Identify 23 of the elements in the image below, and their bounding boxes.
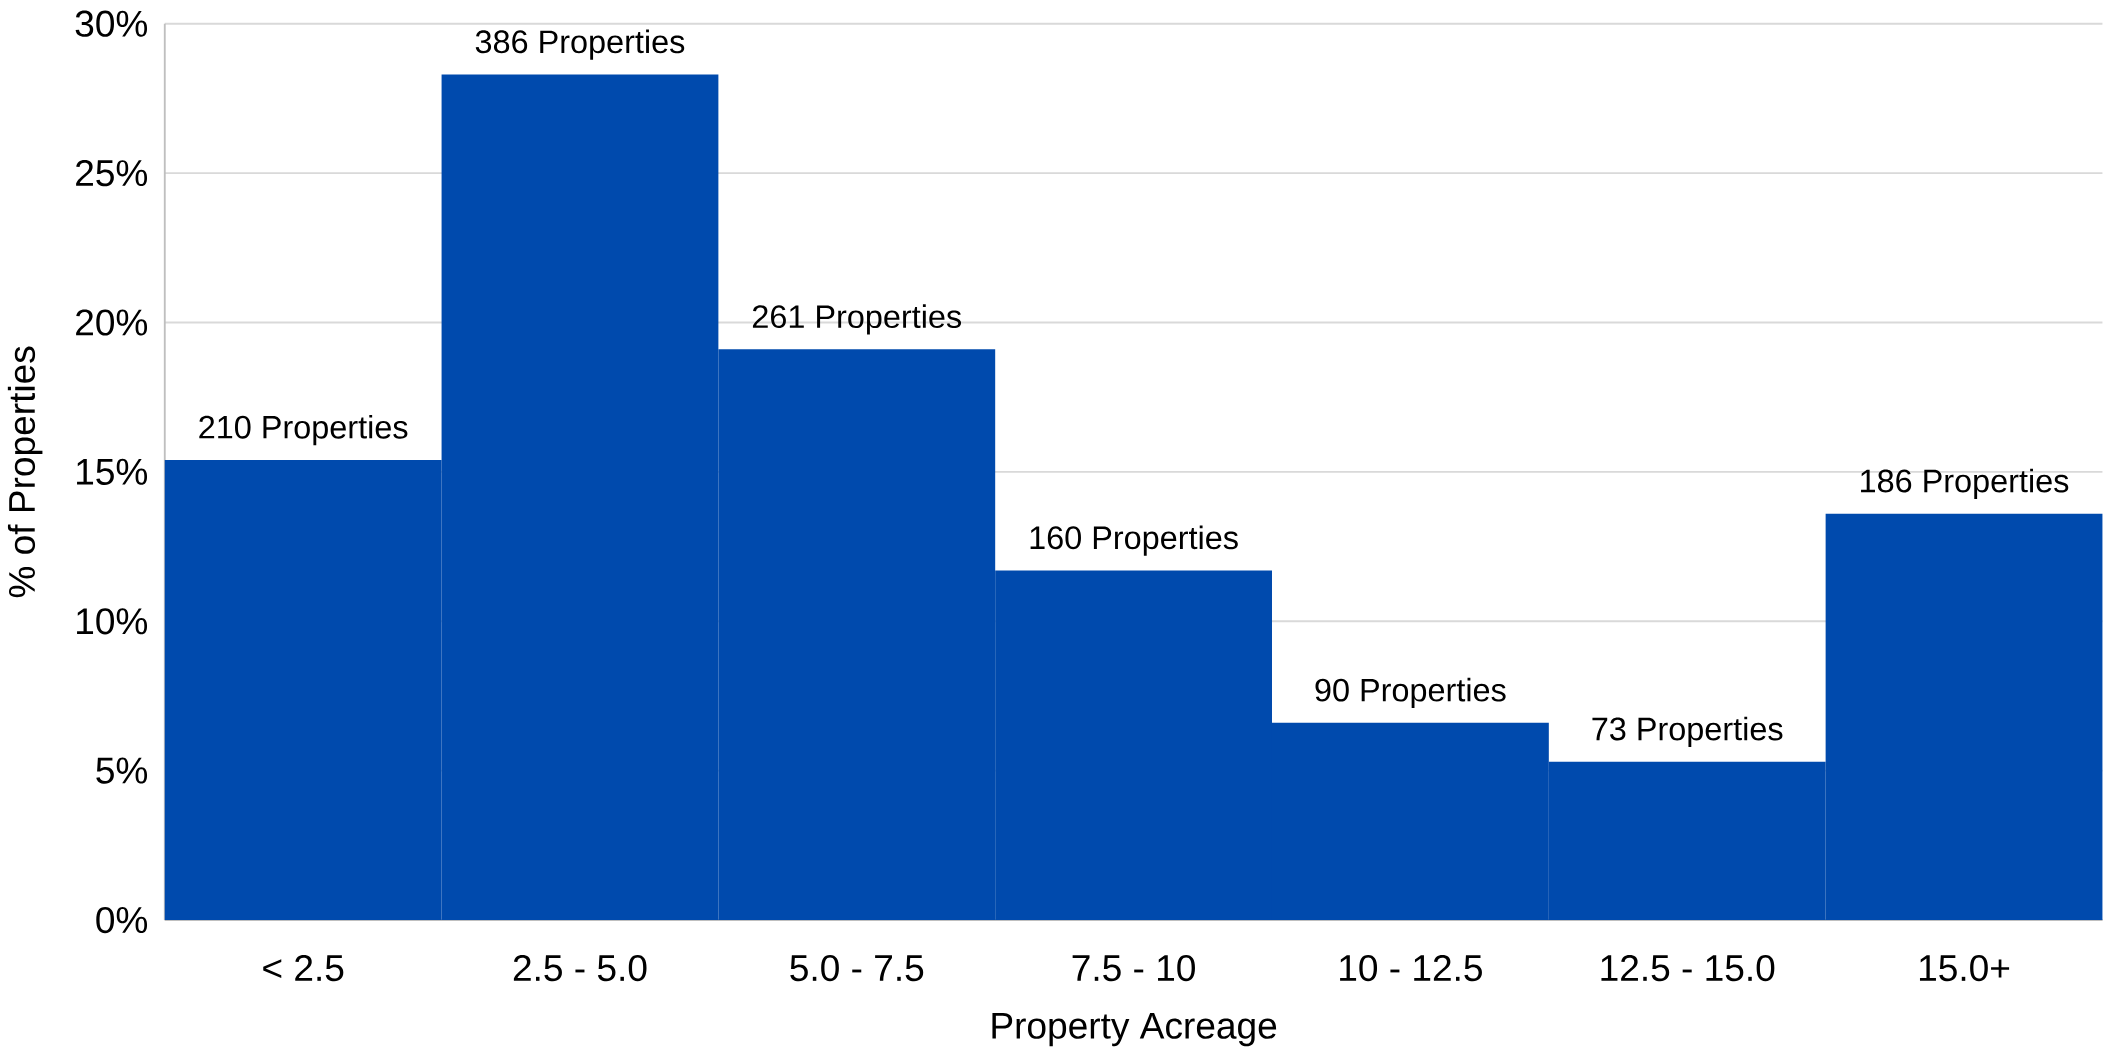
x-tick-label: 10 - 12.5 bbox=[1340, 954, 1482, 981]
x-tick-label: 2.5 - 5.0 bbox=[513, 954, 647, 981]
annotation: 160 Properties bbox=[1030, 525, 1238, 556]
x-tick-label: 5.0 - 7.5 bbox=[790, 954, 924, 981]
y-tick-label: 0% bbox=[96, 906, 148, 933]
y-axis-title: % of Properties bbox=[7, 346, 43, 597]
y-tick-label: 30% bbox=[75, 10, 148, 37]
annotation: 186 Properties bbox=[1861, 468, 2069, 499]
x-tick-label: 15.0+ bbox=[1919, 954, 2010, 981]
annotation: 261 Properties bbox=[752, 304, 962, 335]
y-tick-label: 10% bbox=[77, 607, 148, 635]
x-tick-label: < 2.5 bbox=[263, 954, 344, 981]
x-tick-label: 7.5 - 10 bbox=[1072, 954, 1195, 981]
x-tick-label: 12.5 - 15.0 bbox=[1601, 954, 1775, 981]
y-tick-label: 25% bbox=[76, 159, 148, 186]
y-tick-label: 15% bbox=[77, 458, 148, 485]
x-axis-title: Property Acreage bbox=[992, 1012, 1277, 1046]
y-tick-label: 20% bbox=[76, 309, 148, 336]
annotation: 73 Properties bbox=[1592, 716, 1783, 747]
y-tick-label: 5% bbox=[96, 757, 148, 784]
annotation: 386 Properties bbox=[475, 29, 685, 60]
annotation: 90 Properties bbox=[1315, 677, 1506, 708]
annotation: 210 Properties bbox=[199, 414, 408, 445]
